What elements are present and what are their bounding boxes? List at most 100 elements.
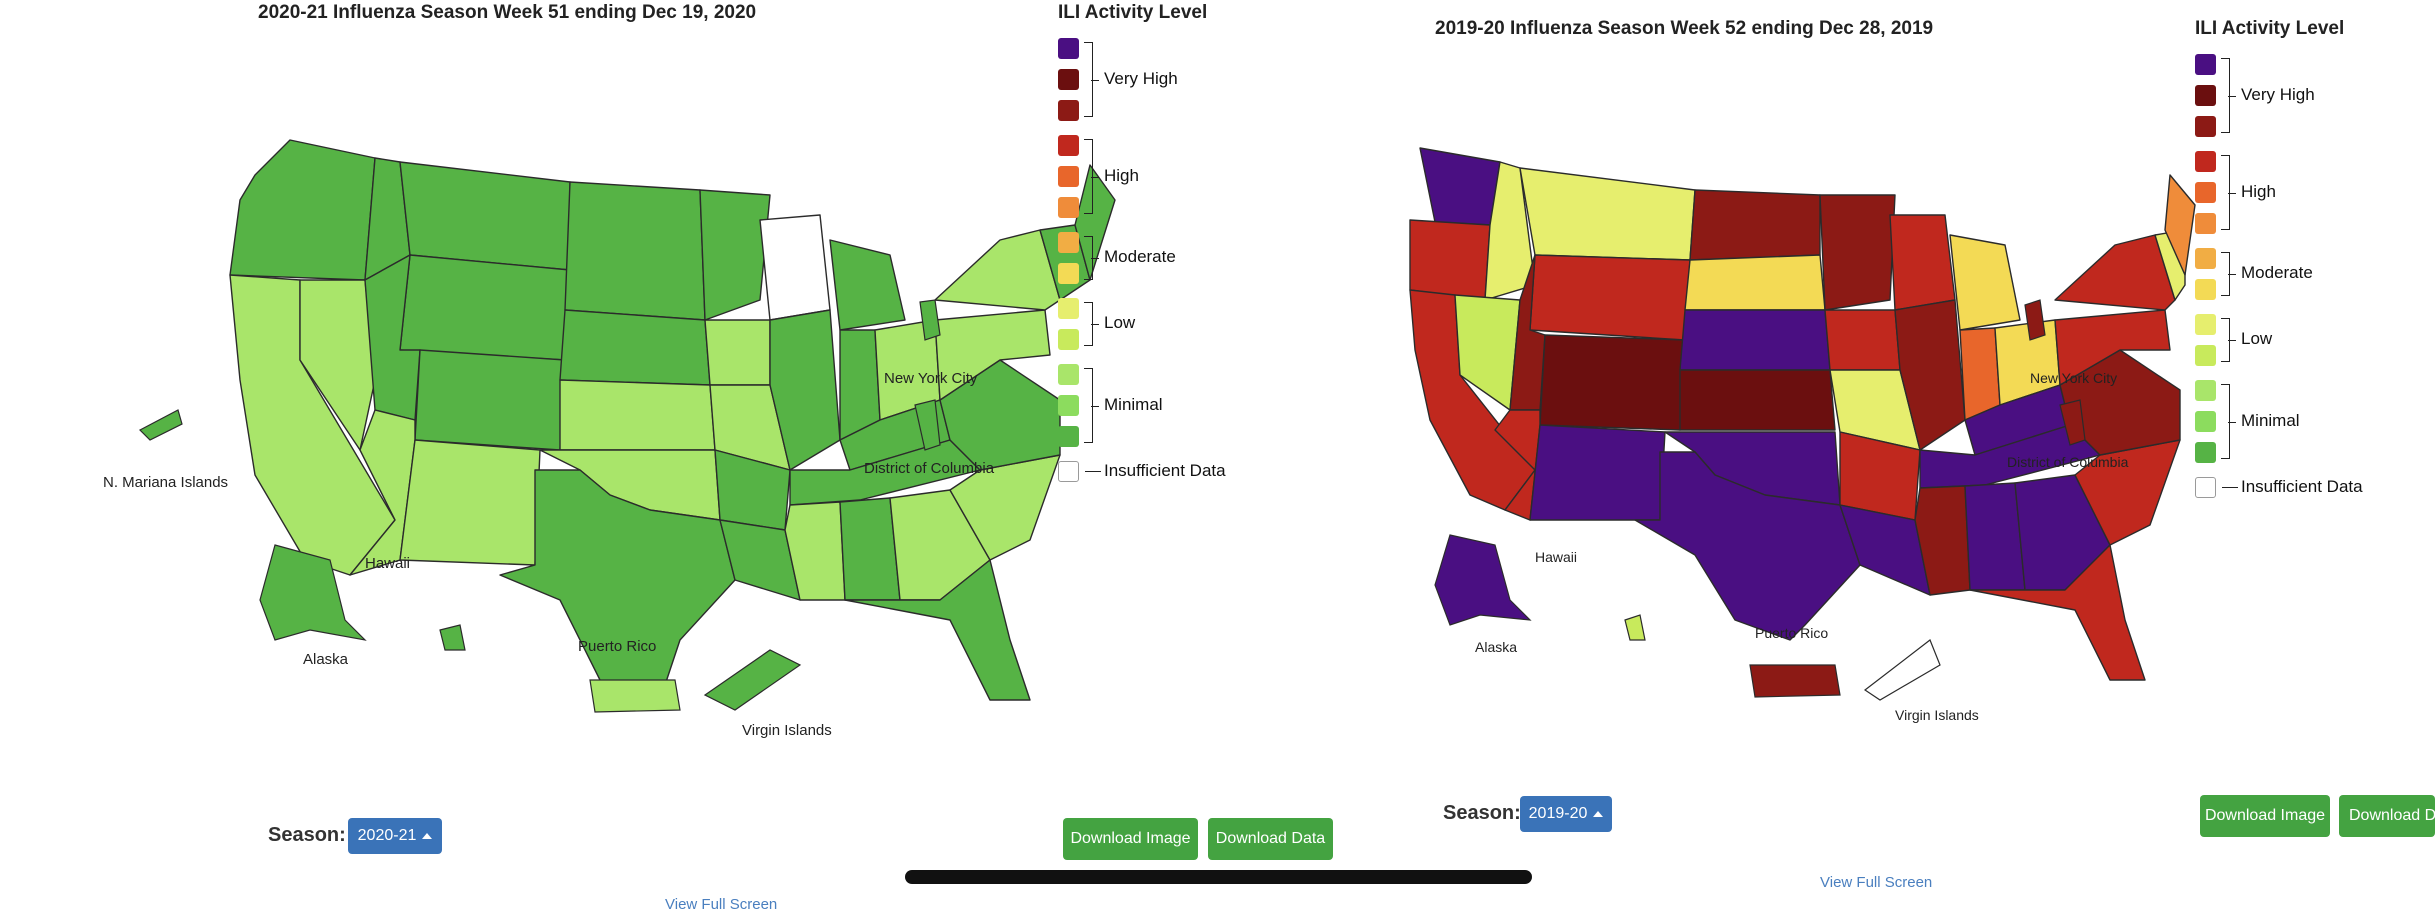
legend-label: Low [2241,329,2273,348]
region-illinois[interactable] [769,309,841,471]
territory-alaska[interactable] [259,544,367,641]
legend-label: Very High [2241,84,2315,104]
territory-puerto-rico[interactable] [589,679,681,713]
legend-label: Low [1104,313,1136,332]
season-value: 2019-20 [1528,805,1588,822]
territory-puerto-rico[interactable] [1749,664,1841,698]
label-dc: District of Columbia [864,460,995,477]
region-florida[interactable] [1969,544,2146,681]
territory-virgin-islands[interactable] [703,649,802,711]
download-data-button[interactable]: Download Data [1208,818,1333,860]
legend-title: ILI Activity Level [2195,18,2345,39]
legend-label: Minimal [1104,394,1163,414]
territory-alaska[interactable] [1434,534,1532,626]
legend-title: ILI Activity Level [1058,2,1208,23]
legend-bracket [1084,368,1099,443]
legend-swatch [1058,197,1079,218]
region-nevada[interactable] [299,279,376,451]
territory-mariana[interactable] [138,409,183,441]
download-image-button[interactable]: Download Image [2200,795,2330,837]
map-title: 2020-21 Influenza Season Week 51 ending … [258,2,757,23]
region-minnesota[interactable] [699,189,771,321]
region-texas[interactable] [499,469,736,701]
season-select[interactable]: 2020-21 [348,818,442,854]
region-arizona[interactable] [349,409,416,576]
region-michigan[interactable] [829,239,906,331]
legend-label: Moderate [2241,263,2313,282]
label-hawaii: Hawaii [365,555,410,572]
region-texas[interactable] [1634,451,1861,641]
legend-swatch [1058,426,1079,447]
label-virgin-islands: Virgin Islands [742,722,832,739]
legend-bracket [1084,42,1099,117]
region-mississippi[interactable] [784,501,846,601]
legend-swatch [1058,135,1079,156]
region-pennsylvania[interactable] [2054,309,2171,386]
legend-swatch [2195,380,2216,401]
label-virgin-islands: Virgin Islands [1895,707,1979,723]
region-kansas[interactable] [1679,369,1836,431]
legend-swatch [2195,151,2216,172]
region-florida[interactable] [844,559,1031,701]
legend-label: Minimal [2241,410,2300,430]
legend-bracket [1084,302,1099,346]
label-alaska: Alaska [303,651,349,668]
caret-up-icon [1593,811,1604,817]
territory-hawaii[interactable] [1624,614,1646,641]
download-image-button[interactable]: Download Image [1063,818,1198,860]
label-hawaii: Hawaii [1535,549,1577,565]
region-maine[interactable] [1074,164,1116,281]
label-nyc: New York City [2030,370,2117,386]
legend-label-insufficient: Insufficient Data [1104,461,1226,480]
territories: Hawaii Alaska Puerto Rico Virgin Islands… [1434,299,2129,723]
legend-label-insufficient: Insufficient Data [2241,477,2363,496]
download-data-button[interactable]: Download Data [2339,795,2435,837]
territory-nyc[interactable] [919,299,941,341]
view-full-screen-link[interactable]: View Full Screen [1820,874,1933,891]
legend-swatch [1058,232,1079,253]
season-select[interactable]: 2019-20 [1520,796,1612,832]
legend-swatch [1058,298,1079,319]
territory-nyc[interactable] [2024,299,2046,341]
legend-label: High [2241,181,2276,201]
legend-swatch [2195,411,2216,432]
region-carolinas[interactable] [949,454,1061,561]
territory-dc[interactable] [914,399,941,451]
legend-bracket [2221,318,2236,362]
label-nyc: New York City [884,370,978,387]
season-label: Season: [268,824,346,846]
label-dc: District of Columbia [2007,454,2129,470]
panel-2020-21: 2020-21 Influenza Season Week 51 ending … [103,2,1333,913]
caret-up-icon [422,833,433,839]
region-illinois[interactable] [1894,299,1966,451]
legend-swatch [2195,442,2216,463]
legend-bracket [1084,236,1099,280]
legend-swatch [1058,38,1079,59]
region-idaho[interactable] [1484,161,1536,301]
region-carolinas[interactable] [2074,439,2181,546]
legend-swatch [2195,345,2216,366]
legend-swatch [2195,85,2216,106]
legend-bracket [2221,58,2236,133]
label-puerto-rico: Puerto Rico [578,638,656,655]
view-full-screen-link[interactable]: View Full Screen [665,896,778,913]
legend-swatch [1058,166,1079,187]
region-mississippi[interactable] [1914,485,1971,596]
legend-swatch [1058,100,1079,121]
legend-swatch [2195,213,2216,234]
us-map [1409,147,2196,681]
region-pennsylvania[interactable] [934,309,1051,401]
us-map [229,139,1116,701]
region-michigan[interactable] [1949,234,2021,331]
legend-swatch [1058,69,1079,90]
region-maine[interactable] [2164,174,2196,276]
region-minnesota[interactable] [1819,194,1896,311]
legend-swatch [2195,314,2216,335]
legend-swatch [1058,329,1079,350]
territory-hawaii[interactable] [439,624,466,651]
legend-swatch [2195,54,2216,75]
region-arizona[interactable] [1494,409,1541,521]
legend-label: High [1104,165,1139,185]
territory-dc[interactable] [2059,399,2086,446]
territory-virgin-islands[interactable] [1863,639,1941,701]
